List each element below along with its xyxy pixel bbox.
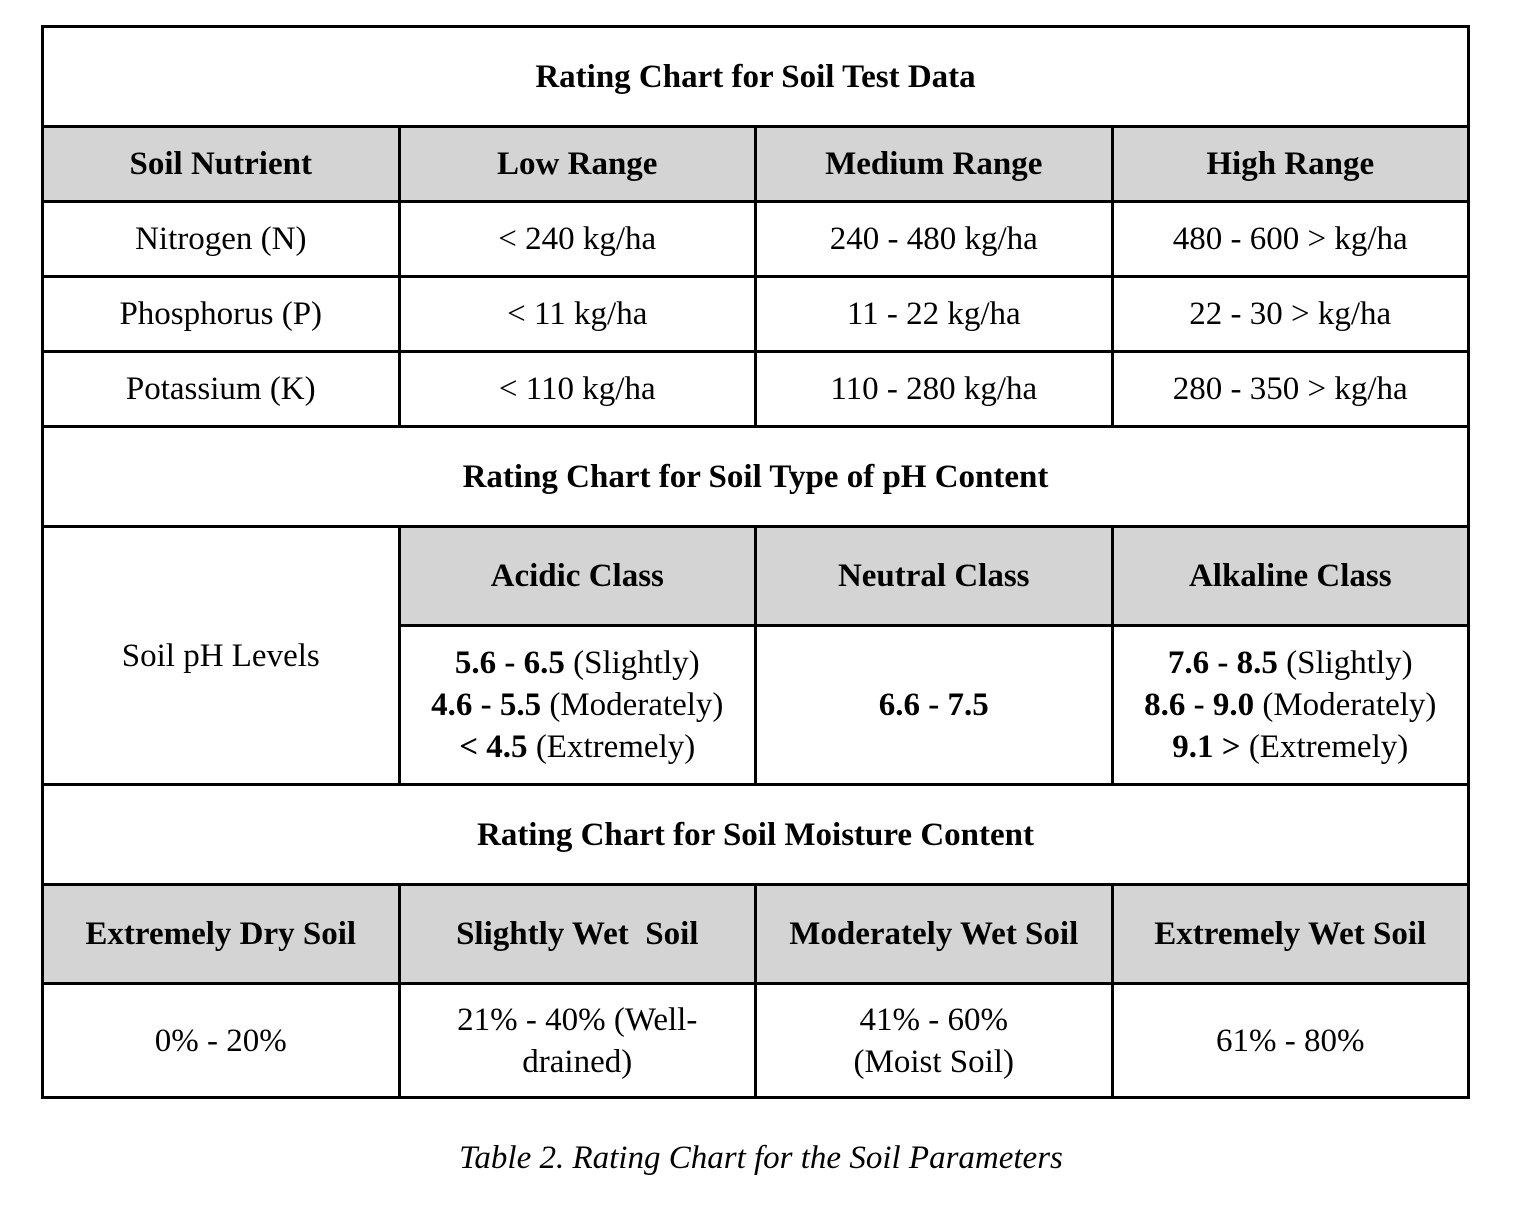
nutrient-name: Phosphorus (P) — [41, 275, 401, 353]
alkaline-note: (Moderately) — [1262, 687, 1437, 723]
low-range-value: < 110 kg/ha — [397, 350, 757, 428]
moisture-value-moderately-wet: 41% - 60% (Moist Soil) — [754, 982, 1114, 1099]
low-range-value: < 240 kg/ha — [397, 200, 757, 278]
acidic-range: 5.6 - 6.5 — [454, 645, 565, 681]
acidic-note: (Extremely) — [535, 729, 696, 765]
high-range-value: 480 - 600 > kg/ha — [1110, 200, 1470, 278]
table-row: Phosphorus (P) < 11 kg/ha 11 - 22 kg/ha … — [41, 275, 1470, 353]
table-row: Potassium (K) < 110 kg/ha 110 - 280 kg/h… — [41, 350, 1470, 428]
nutrient-name: Nitrogen (N) — [41, 200, 401, 278]
header-neutral-class: Neutral Class — [754, 525, 1114, 627]
alkaline-note: (Slightly) — [1286, 645, 1413, 681]
alkaline-range: 9.1 > — [1172, 729, 1241, 765]
low-range-value: < 11 kg/ha — [397, 275, 757, 353]
high-range-value: 280 - 350 > kg/ha — [1110, 350, 1470, 428]
neutral-value: 6.6 - 7.5 — [754, 624, 1114, 786]
moisture-title: Rating Chart for Soil Moisture Content — [41, 783, 1470, 886]
header-soil-nutrient: Soil Nutrient — [41, 125, 401, 203]
table-row: Nitrogen (N) < 240 kg/ha 240 - 480 kg/ha… — [41, 200, 1470, 278]
soil-test-title: Rating Chart for Soil Test Data — [41, 25, 1470, 128]
soil-rating-table: Rating Chart for Soil Test Data Soil Nut… — [41, 25, 1470, 1099]
acidic-range: < 4.5 — [459, 729, 528, 765]
neutral-range: 6.6 - 7.5 — [878, 687, 989, 723]
moisture-value-line: (Moist Soil) — [853, 1043, 1014, 1080]
moisture-value-slightly-wet: 21% - 40% (Well- drained) — [397, 982, 757, 1099]
moisture-value-line: drained) — [522, 1043, 633, 1080]
moisture-value-extremely-dry: 0% - 20% — [41, 982, 401, 1099]
acidic-note: (Moderately) — [549, 687, 724, 723]
medium-range-value: 110 - 280 kg/ha — [754, 350, 1114, 428]
moisture-value-line: 0% - 20% — [154, 1022, 287, 1059]
acidic-range: 4.6 - 5.5 — [431, 687, 542, 723]
medium-range-value: 11 - 22 kg/ha — [754, 275, 1114, 353]
moisture-value-line: 61% - 80% — [1216, 1022, 1365, 1059]
moisture-value-line: 41% - 60% — [859, 1001, 1008, 1038]
nutrient-name: Potassium (K) — [41, 350, 401, 428]
alkaline-range: 8.6 - 9.0 — [1144, 687, 1255, 723]
header-alkaline-class: Alkaline Class — [1110, 525, 1470, 627]
header-moderately-wet: Moderately Wet Soil — [754, 883, 1114, 985]
header-extremely-dry: Extremely Dry Soil — [41, 883, 401, 985]
alkaline-range: 7.6 - 8.5 — [1167, 645, 1278, 681]
header-medium-range: Medium Range — [754, 125, 1114, 203]
ph-title: Rating Chart for Soil Type of pH Content — [41, 425, 1470, 528]
header-high-range: High Range — [1110, 125, 1470, 203]
moisture-value-line: 21% - 40% (Well- — [457, 1001, 698, 1038]
header-acidic-class: Acidic Class — [397, 525, 757, 627]
high-range-value: 22 - 30 > kg/ha — [1110, 275, 1470, 353]
acidic-note: (Slightly) — [573, 645, 700, 681]
medium-range-value: 240 - 480 kg/ha — [754, 200, 1114, 278]
table-caption: Table 2. Rating Chart for the Soil Param… — [459, 1140, 1063, 1176]
acidic-values: 5.6 - 6.5 (Slightly) 4.6 - 5.5 (Moderate… — [397, 624, 757, 786]
header-extremely-wet: Extremely Wet Soil — [1110, 883, 1470, 985]
ph-row-label: Soil pH Levels — [41, 525, 401, 786]
alkaline-values: 7.6 - 8.5 (Slightly) 8.6 - 9.0 (Moderate… — [1110, 624, 1470, 786]
alkaline-note: (Extremely) — [1248, 729, 1409, 765]
header-slightly-wet: Slightly Wet Soil — [397, 883, 757, 985]
header-low-range: Low Range — [397, 125, 757, 203]
moisture-value-extremely-wet: 61% - 80% — [1110, 982, 1470, 1099]
